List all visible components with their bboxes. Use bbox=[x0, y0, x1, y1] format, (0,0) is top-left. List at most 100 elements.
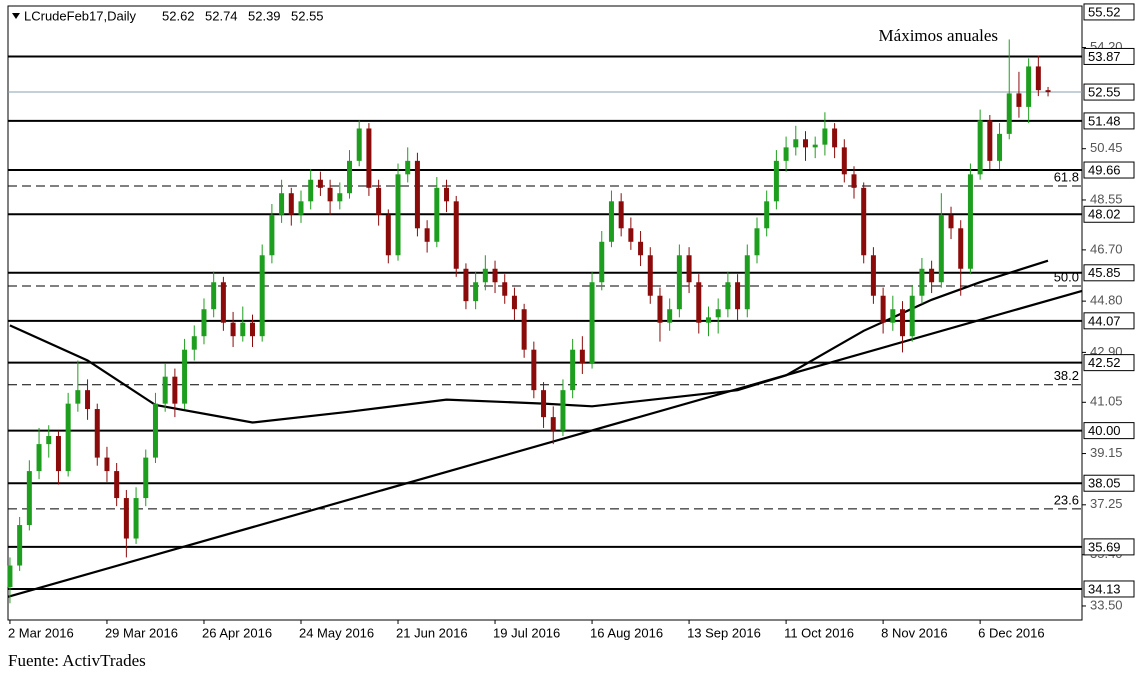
x-tick-label: 29 Mar 2016 bbox=[105, 625, 178, 640]
candle-body bbox=[909, 295, 915, 337]
candle-body bbox=[85, 390, 91, 410]
y-tick-label: 48.55 bbox=[1090, 191, 1123, 206]
candle-body bbox=[269, 214, 275, 256]
candle-body bbox=[1006, 93, 1012, 134]
fib-label: 38.2 bbox=[1054, 368, 1079, 383]
candle-body bbox=[890, 309, 896, 323]
level-label: 45.85 bbox=[1088, 265, 1121, 280]
candle-body bbox=[541, 390, 547, 418]
candle-body bbox=[453, 201, 459, 269]
y-tick-label: 46.70 bbox=[1090, 241, 1123, 256]
x-tick-label: 13 Sep 2016 bbox=[687, 625, 761, 640]
ohlc-close: 52.55 bbox=[291, 8, 324, 23]
candle-body bbox=[987, 120, 993, 161]
candle-body bbox=[599, 241, 605, 283]
candle-body bbox=[531, 349, 537, 391]
fib-label: 61.8 bbox=[1054, 169, 1079, 184]
ohlc-low: 52.39 bbox=[248, 8, 281, 23]
candle-body bbox=[104, 457, 110, 472]
candle-body bbox=[919, 268, 925, 296]
candle-body bbox=[812, 144, 818, 148]
candle-body bbox=[560, 390, 566, 431]
ohlc-high: 52.74 bbox=[205, 8, 238, 23]
candle-body bbox=[259, 255, 265, 337]
y-tick-label: 39.15 bbox=[1090, 445, 1123, 460]
candle-body bbox=[1016, 93, 1022, 107]
level-box bbox=[1083, 264, 1135, 282]
level-label: 34.13 bbox=[1088, 581, 1121, 596]
candle-body bbox=[705, 317, 711, 323]
y-tick-label: 41.05 bbox=[1090, 394, 1123, 409]
candle-body bbox=[240, 322, 246, 337]
candle-body bbox=[628, 228, 634, 242]
candle-body bbox=[114, 471, 120, 499]
y-tick-label: 37.25 bbox=[1090, 496, 1123, 511]
candle-body bbox=[929, 268, 935, 283]
x-tick-label: 2 Mar 2016 bbox=[8, 625, 74, 640]
candle-body bbox=[162, 376, 168, 404]
candle-body bbox=[521, 309, 527, 350]
candle-body bbox=[870, 255, 876, 296]
level-box bbox=[1083, 354, 1135, 372]
candle-body bbox=[46, 436, 52, 445]
level-label: 35.69 bbox=[1088, 539, 1121, 554]
y-tick-label: 50.45 bbox=[1090, 140, 1123, 155]
candle-body bbox=[608, 201, 614, 242]
fib-label: 50.0 bbox=[1054, 269, 1079, 284]
candle-body bbox=[880, 295, 886, 323]
candle-body bbox=[744, 255, 750, 310]
candle-body bbox=[967, 174, 973, 269]
candle-body bbox=[822, 128, 828, 145]
ohlc-open: 52.62 bbox=[162, 8, 195, 23]
candle-body bbox=[579, 349, 585, 364]
candle-body bbox=[172, 376, 178, 404]
candle-body bbox=[395, 174, 401, 256]
candle-body bbox=[191, 336, 197, 350]
candle-body bbox=[1026, 66, 1032, 107]
candle-body bbox=[783, 147, 789, 161]
candle-body bbox=[502, 282, 508, 296]
candle-body bbox=[249, 322, 255, 337]
level-label: 40.00 bbox=[1088, 423, 1121, 438]
candle-body bbox=[7, 565, 13, 588]
candle-body bbox=[356, 128, 362, 161]
candle-body bbox=[618, 201, 624, 229]
candle-body bbox=[735, 282, 741, 310]
level-label: 38.05 bbox=[1088, 476, 1121, 491]
x-tick-label: 26 Apr 2016 bbox=[202, 625, 272, 640]
candle-body bbox=[696, 282, 702, 323]
candle-body bbox=[376, 187, 382, 215]
level-box bbox=[1083, 205, 1135, 223]
candle-body bbox=[279, 193, 285, 215]
candle-body bbox=[473, 282, 479, 302]
moving-average bbox=[9, 259, 1049, 424]
candle-body bbox=[414, 160, 420, 229]
level-label: 42.52 bbox=[1088, 355, 1121, 370]
candle-body bbox=[958, 228, 964, 269]
candle-body bbox=[482, 268, 488, 283]
x-tick-label: 6 Dec 2016 bbox=[978, 625, 1045, 640]
level-label: 53.87 bbox=[1088, 49, 1121, 64]
candle-body bbox=[589, 282, 595, 364]
y-tick-label: 44.80 bbox=[1090, 293, 1123, 308]
candle-body bbox=[405, 160, 411, 175]
candle-body bbox=[550, 417, 556, 431]
x-tick-label: 11 Oct 2016 bbox=[784, 625, 854, 640]
candle-body bbox=[65, 403, 71, 472]
level-label: 49.66 bbox=[1088, 162, 1121, 177]
candle-body bbox=[26, 471, 32, 526]
candle-body bbox=[385, 214, 391, 256]
candle-body bbox=[511, 295, 517, 310]
candle-body bbox=[230, 322, 236, 337]
level-box bbox=[1083, 312, 1135, 330]
top-price-box bbox=[1083, 3, 1135, 21]
current-price-label: 52.55 bbox=[1088, 84, 1121, 99]
candle-body bbox=[861, 187, 867, 256]
candle-body bbox=[123, 498, 129, 539]
candle-body bbox=[133, 498, 139, 539]
x-tick-label: 19 Jul 2016 bbox=[493, 625, 560, 640]
candle-body bbox=[347, 160, 353, 194]
menu-arrow[interactable] bbox=[12, 13, 20, 19]
fib-label: 23.6 bbox=[1054, 492, 1079, 507]
